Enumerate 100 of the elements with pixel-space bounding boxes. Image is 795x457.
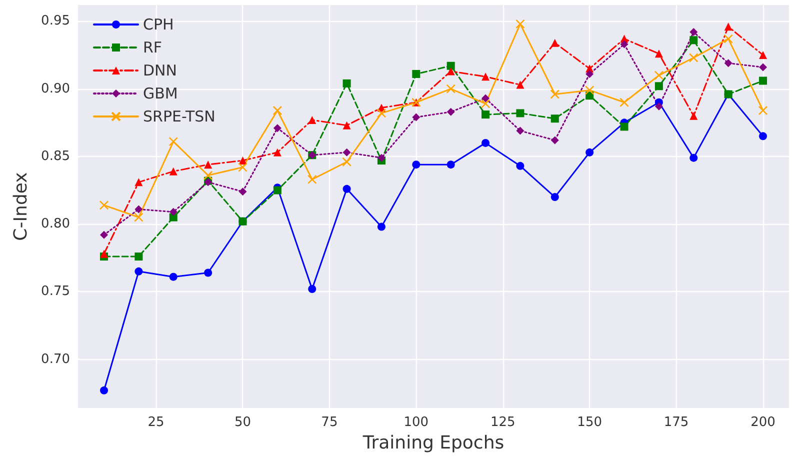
y-tick-label: 0.95 [41, 14, 70, 29]
point [620, 40, 628, 48]
point [100, 386, 108, 394]
point [482, 110, 490, 119]
x-axis-title: Training Epochs [362, 432, 504, 454]
point [412, 113, 420, 122]
point [169, 208, 178, 216]
point [724, 22, 732, 31]
point [446, 62, 455, 70]
point [272, 106, 282, 116]
y-tick-label: 0.85 [41, 148, 70, 164]
point [482, 72, 490, 81]
point [550, 193, 559, 202]
point [516, 19, 525, 29]
y-axis-title: C-Index [10, 172, 32, 241]
point [412, 160, 420, 169]
point [307, 174, 317, 184]
point [134, 178, 143, 186]
point [273, 186, 282, 194]
point [688, 53, 698, 62]
point [308, 116, 316, 124]
x-tick-label: 175 [664, 415, 689, 430]
y-tick-label: 0.80 [41, 216, 70, 232]
point [134, 252, 143, 261]
point [724, 34, 733, 44]
point [690, 112, 698, 120]
point [690, 154, 698, 162]
y-tick-label: 0.90 [41, 81, 70, 96]
point [516, 162, 524, 170]
point [376, 108, 386, 118]
point [550, 136, 559, 144]
point [377, 222, 386, 231]
point [654, 82, 663, 90]
point [412, 70, 420, 78]
point [654, 102, 663, 110]
legend-label: RF [143, 38, 162, 56]
point [446, 160, 455, 169]
point [342, 184, 351, 193]
point [690, 28, 698, 36]
point [273, 124, 282, 132]
point [377, 154, 386, 162]
point [758, 51, 767, 60]
point [758, 106, 768, 116]
point [586, 70, 594, 78]
point [446, 67, 455, 76]
point [238, 162, 248, 172]
point [342, 121, 351, 130]
point [550, 38, 559, 47]
x-tick-label: 50 [234, 415, 252, 430]
point [169, 272, 178, 281]
point [654, 70, 664, 80]
point [758, 63, 767, 72]
legend-label: DNN [143, 62, 177, 80]
point [134, 205, 143, 214]
x-tick-label: 200 [750, 415, 776, 430]
point [550, 114, 559, 123]
point [654, 50, 663, 58]
legend-label: SRPE-TSN [143, 108, 216, 126]
y-tick-label: 0.70 [41, 352, 70, 367]
point [273, 148, 282, 156]
y-tick-label: 0.75 [41, 284, 70, 300]
point [308, 284, 316, 293]
x-tick-label: 100 [404, 415, 429, 430]
point [482, 94, 490, 102]
point [100, 250, 108, 258]
point [134, 212, 144, 222]
point [446, 108, 455, 116]
point [516, 126, 524, 135]
point [99, 200, 109, 210]
point [620, 122, 628, 131]
point [100, 230, 108, 239]
point [482, 138, 490, 147]
point [342, 148, 351, 156]
point [620, 98, 629, 108]
point [168, 136, 178, 146]
point [238, 188, 247, 196]
point [169, 213, 178, 222]
point [342, 79, 351, 88]
point [204, 160, 212, 169]
point [758, 76, 767, 85]
x-tick-label: 25 [148, 415, 164, 430]
point [204, 268, 212, 277]
legend-label: GBM [143, 84, 178, 102]
point [516, 80, 524, 89]
point [203, 170, 213, 180]
point [758, 132, 767, 140]
point [238, 156, 247, 165]
point [584, 86, 594, 95]
point [446, 84, 456, 94]
x-tick-label: 150 [577, 415, 602, 430]
x-tick-label: 125 [490, 415, 516, 430]
point [516, 109, 524, 118]
point [550, 90, 560, 99]
point [169, 167, 178, 176]
x-tick-label: 75 [321, 415, 338, 430]
point [342, 157, 352, 167]
legend-label: CPH [143, 16, 174, 34]
point [480, 99, 490, 108]
point [586, 148, 594, 156]
point [134, 267, 143, 276]
